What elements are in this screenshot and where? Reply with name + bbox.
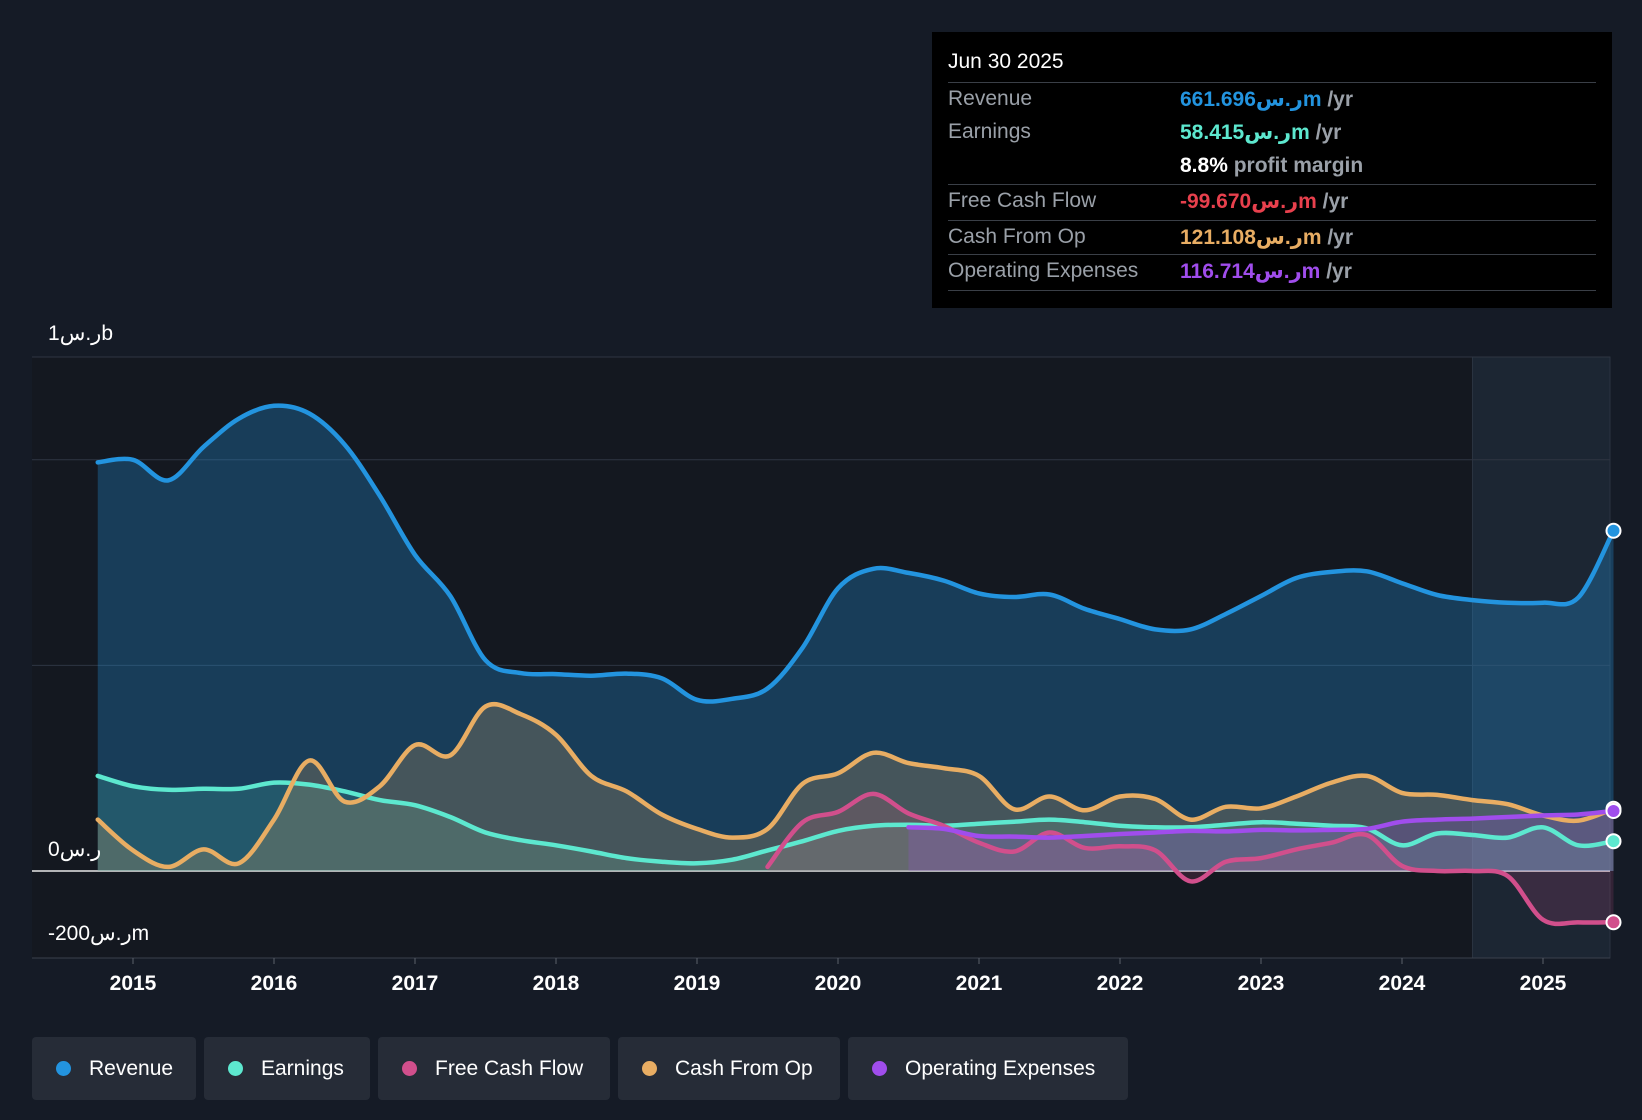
- revenue-area: [97, 405, 1614, 871]
- series-endpoints: [1605, 522, 1622, 931]
- x-axis: 2015 2016 2017 2018 2019 2020 2021 2022 2023 2024…: [110, 958, 1567, 995]
- x-tick-label: 2021: [956, 972, 1003, 995]
- free-cash-flow-area: [767, 793, 1614, 924]
- legend-label: Operating Expenses: [905, 1056, 1096, 1080]
- tooltip-value: -99.670ر.سm /yr: [1180, 190, 1349, 213]
- tooltip-row-fcf: Free Cash Flow -99.670ر.سm /yr: [948, 184, 1596, 219]
- tooltip: Jun 30 2025 Revenue 661.696ر.سm /yr Earn…: [932, 32, 1612, 308]
- free-cash-flow-line: [765, 791, 1616, 927]
- tooltip-value: 661.696ر.سm /yr: [1180, 88, 1354, 111]
- earnings-area: [97, 775, 1614, 871]
- free-cash-flow-endpoint: [1605, 914, 1622, 931]
- x-tick-label: 2025: [1520, 972, 1567, 995]
- legend-label: Free Cash Flow: [435, 1056, 584, 1080]
- tooltip-label: Cash From Op: [948, 225, 1086, 248]
- legend-item-operating-expenses[interactable]: Operating Expenses: [848, 1037, 1128, 1100]
- legend-label: Earnings: [261, 1056, 344, 1080]
- earnings-endpoint: [1605, 833, 1622, 850]
- y-label-zero: 0ر.س: [48, 838, 101, 862]
- cash-from-op-line: [95, 701, 1616, 870]
- free-cash-flow-dot-icon: [402, 1061, 417, 1076]
- gridlines: [32, 356, 1610, 959]
- operating-expenses-area: [908, 811, 1614, 871]
- operating-expenses-dot-icon: [872, 1061, 887, 1076]
- tooltip-label: Free Cash Flow: [948, 189, 1097, 212]
- forecast-shade: [1472, 356, 1611, 959]
- x-tick-label: 2020: [815, 972, 862, 995]
- tooltip-row-opex: Operating Expenses 116.714ر.سm /yr: [948, 254, 1596, 289]
- tooltip-row-margin: 8.8% profit margin: [948, 150, 1596, 184]
- tooltip-date: Jun 30 2025: [948, 50, 1064, 73]
- legend-label: Revenue: [89, 1056, 174, 1080]
- y-label-top: 1ر.سb: [48, 322, 113, 346]
- x-tick-label: 2019: [674, 972, 721, 995]
- tooltip-value: 8.8% profit margin: [1180, 154, 1364, 177]
- tooltip-row-cfo: Cash From Op 121.108ر.سm /yr: [948, 220, 1596, 255]
- revenue-endpoint: [1605, 522, 1622, 539]
- x-tick-label: 2015: [110, 972, 157, 995]
- legend-label: Cash From Op: [675, 1056, 813, 1080]
- operating-expenses-line: [906, 808, 1616, 840]
- cash-from-op-dot-icon: [642, 1061, 657, 1076]
- tooltip-label: Earnings: [948, 120, 1031, 143]
- revenue-dot-icon: [56, 1061, 71, 1076]
- plot-background: [32, 357, 1610, 958]
- tooltip-row-revenue: Revenue 661.696ر.سm /yr: [948, 82, 1596, 117]
- earnings-dot-icon: [228, 1061, 243, 1076]
- tooltip-value: 116.714ر.سm /yr: [1180, 260, 1352, 283]
- x-tick-label: 2022: [1097, 972, 1144, 995]
- tooltip-row-earnings: Earnings 58.415ر.سm /yr: [948, 116, 1596, 150]
- x-tick-label: 2018: [533, 972, 580, 995]
- tooltip-divider: [948, 290, 1596, 291]
- tooltip-label: Operating Expenses: [948, 259, 1139, 282]
- revenue-line: [95, 403, 1616, 704]
- tooltip-label: Revenue: [948, 87, 1033, 110]
- tooltip-value: 121.108ر.سm /yr: [1180, 226, 1354, 249]
- tooltip-value: 58.415ر.سm /yr: [1180, 121, 1342, 144]
- x-tick-label: 2023: [1238, 972, 1285, 995]
- y-label-negative: -200ر.سm: [48, 922, 149, 946]
- x-tick-label: 2024: [1379, 972, 1426, 995]
- legend-item-cash-from-op[interactable]: Cash From Op: [618, 1037, 840, 1100]
- series-lines: [95, 403, 1616, 927]
- y-axis-labels: 1ر.سb 0ر.س -200ر.سm: [48, 322, 149, 946]
- legend-item-revenue[interactable]: Revenue: [32, 1037, 196, 1100]
- x-tick-label: 2017: [392, 972, 439, 995]
- legend-item-earnings[interactable]: Earnings: [204, 1037, 370, 1100]
- x-tick-label: 2016: [251, 972, 298, 995]
- legend-item-free-cash-flow[interactable]: Free Cash Flow: [378, 1037, 610, 1100]
- operating-expenses-endpoint: [1605, 803, 1622, 820]
